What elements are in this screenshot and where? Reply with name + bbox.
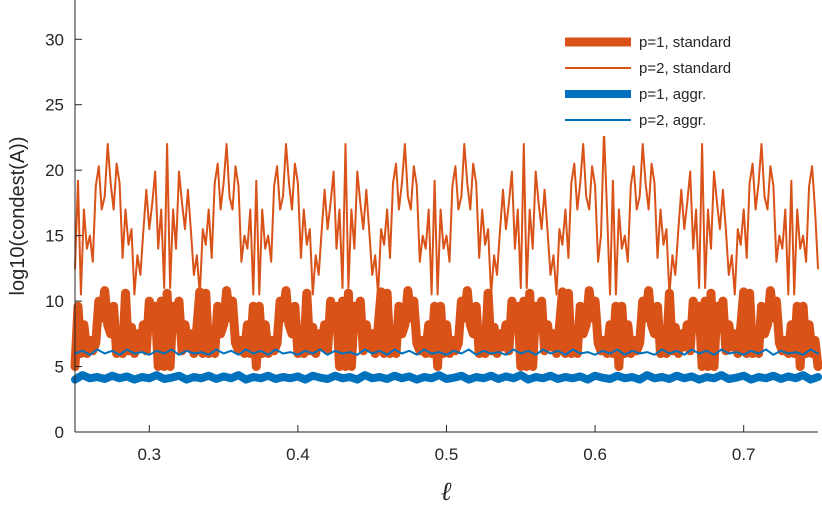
y-tick-label: 20 xyxy=(45,161,64,180)
legend-label: p=2, aggr. xyxy=(639,112,706,129)
legend-entries: p=1, standard p=2, standard p=1, aggr. p=2,… xyxy=(565,34,731,129)
series-line-2 xyxy=(74,129,819,296)
legend-label: p=1, standard xyxy=(639,34,731,51)
x-tick-label: 0.6 xyxy=(583,445,607,464)
series-line-4 xyxy=(74,348,819,356)
series-line-1 xyxy=(70,286,822,371)
series-line-3 xyxy=(71,371,822,384)
y-tick-label: 25 xyxy=(45,96,64,115)
legend: p=1, standard p=2, standard p=1, aggr. p=2,… xyxy=(555,26,777,136)
y-tick-label: 30 xyxy=(45,30,64,49)
x-tick-label: 0.3 xyxy=(137,445,161,464)
x-tick-label: 0.4 xyxy=(286,445,310,464)
legend-label: p=1, aggr. xyxy=(639,86,706,103)
x-axis-label: ℓ xyxy=(441,477,452,507)
x-tick-label: 0.5 xyxy=(435,445,459,464)
y-tick-label: 15 xyxy=(45,227,64,246)
legend-label: p=2, standard xyxy=(639,60,731,77)
axes-layer: 0.3 0.4 0.5 0.6 0.7 0 5 10 15 20 25 30 xyxy=(45,0,818,464)
y-tick-label: 10 xyxy=(45,292,64,311)
y-axis-label: log10(condest(A)) xyxy=(7,137,29,296)
x-tick-label: 0.7 xyxy=(732,445,756,464)
y-tick-label: 5 xyxy=(55,358,64,377)
y-tick-label: 0 xyxy=(55,423,64,442)
series-layer xyxy=(70,129,822,384)
